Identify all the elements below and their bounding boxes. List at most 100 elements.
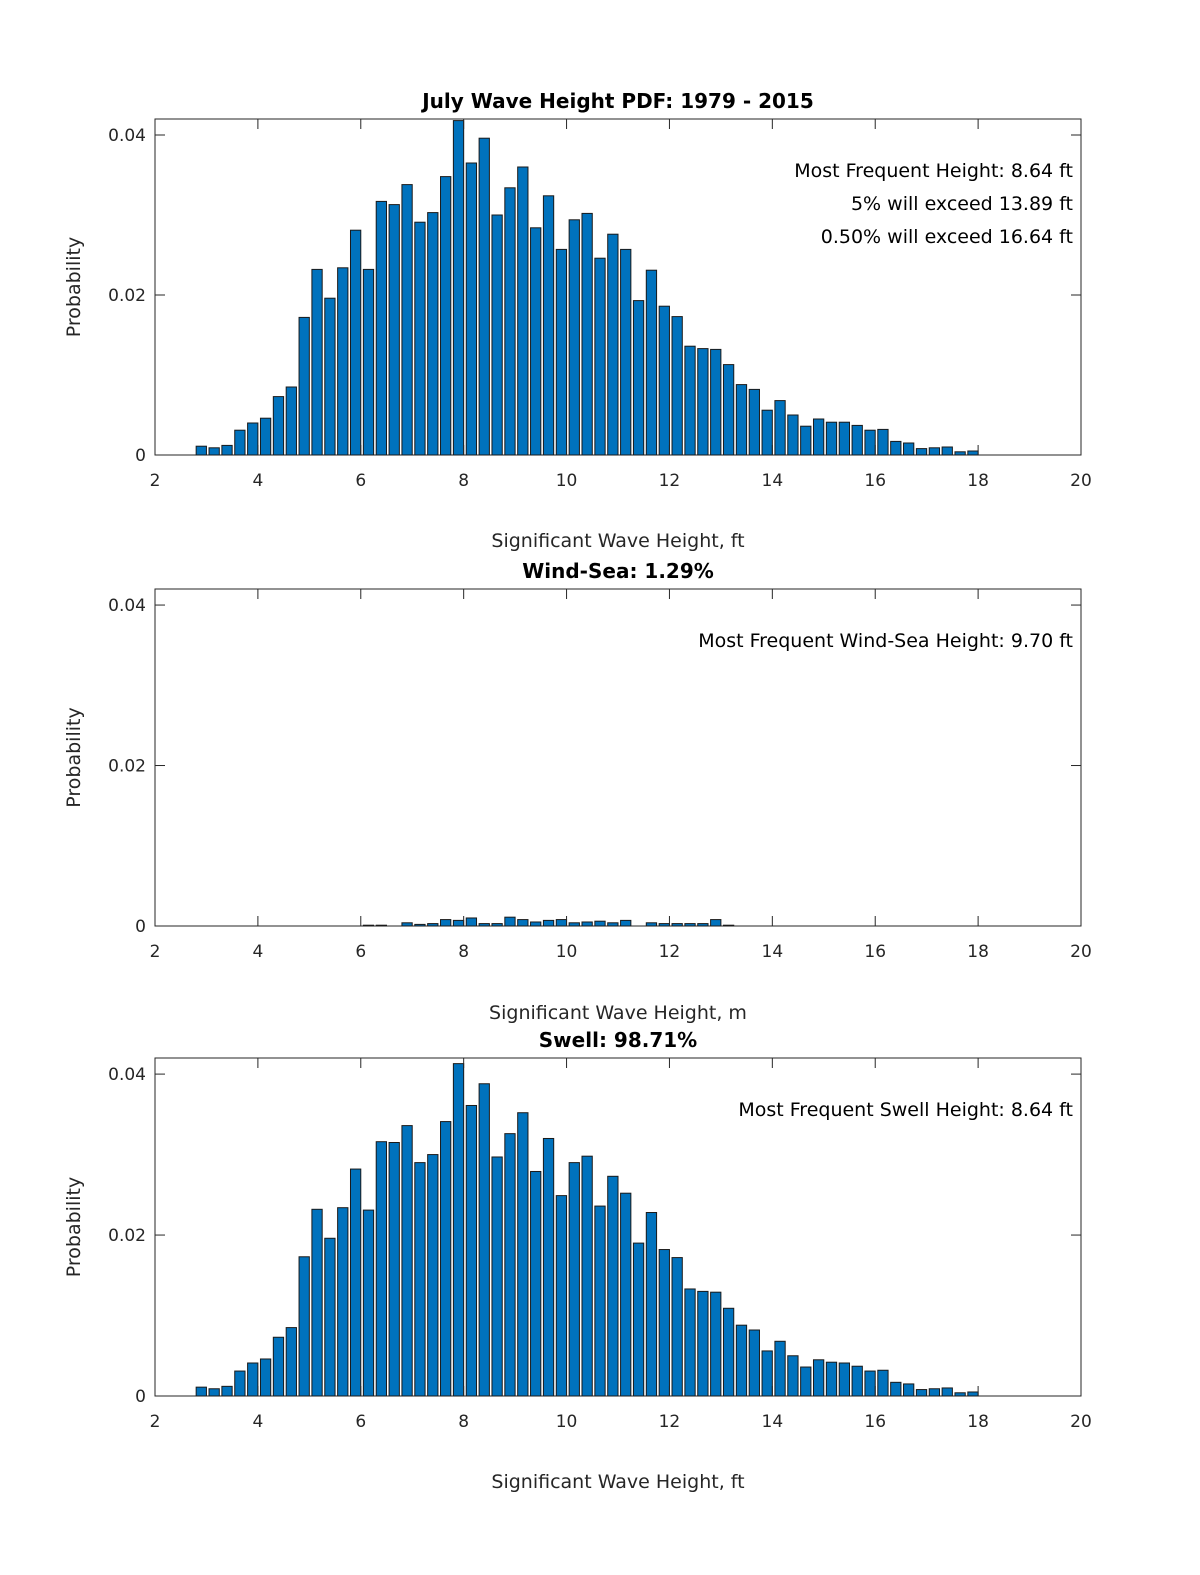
bar — [452, 919, 465, 927]
bar — [722, 924, 735, 927]
bar — [903, 1383, 915, 1397]
bar — [645, 1212, 658, 1397]
bar — [851, 424, 863, 456]
bar — [504, 916, 516, 927]
bar — [298, 316, 310, 456]
bar — [825, 1361, 838, 1397]
bar — [530, 921, 542, 927]
bar — [928, 1388, 941, 1397]
bar — [568, 1162, 580, 1397]
bar — [697, 348, 709, 456]
bar — [221, 444, 233, 456]
x-tick-label: 12 — [659, 1412, 681, 1432]
bar — [478, 923, 490, 927]
bar — [375, 924, 388, 927]
panel-1: 2 4 6 8 10 12 14 16 18 20 0 0.02 0.04 July Wave Heigh… — [63, 89, 1092, 552]
x-tick-label: 16 — [864, 942, 886, 962]
bar — [684, 923, 696, 927]
bar — [491, 923, 503, 927]
bar — [568, 219, 580, 456]
bar — [465, 1104, 478, 1397]
bar — [542, 919, 555, 927]
bar — [607, 922, 619, 927]
bar — [452, 120, 465, 456]
bar — [941, 446, 953, 456]
bar — [542, 195, 555, 456]
bar — [825, 421, 838, 456]
bar — [787, 1355, 799, 1397]
bar — [452, 1063, 465, 1397]
bar — [594, 257, 606, 456]
annotation: 0.50% will exceed 16.64 ft — [821, 226, 1073, 248]
annotation: Most Frequent Swell Height: 8.64 ft — [738, 1099, 1073, 1121]
bar — [375, 1141, 388, 1397]
bar — [748, 388, 760, 456]
panel-3: 2 4 6 8 10 12 14 16 18 20 0 0.02 0.04 Swell: 98.71% Si… — [63, 1028, 1092, 1493]
bar — [697, 923, 709, 927]
bar — [337, 267, 349, 456]
bar — [581, 1155, 593, 1397]
chart-title: July Wave Height PDF: 1979 - 2015 — [420, 89, 814, 113]
bar — [838, 421, 851, 456]
bar — [787, 414, 799, 456]
bar — [645, 269, 658, 456]
x-tick-label: 12 — [659, 471, 681, 491]
bar — [620, 1192, 632, 1397]
bar — [722, 364, 735, 456]
x-tick-label: 14 — [762, 1412, 784, 1432]
bar — [735, 1324, 748, 1397]
bar — [259, 1358, 272, 1397]
y-tick-label: 0 — [135, 917, 146, 937]
bar — [658, 923, 670, 927]
bar — [234, 1370, 246, 1397]
bar — [414, 1162, 426, 1397]
bar — [221, 1385, 233, 1397]
bar — [427, 1154, 439, 1397]
bar — [247, 422, 259, 456]
x-tick-label: 12 — [659, 942, 681, 962]
bar — [774, 400, 786, 456]
bar — [877, 1369, 889, 1397]
chart-title: Wind-Sea: 1.29% — [522, 559, 714, 583]
bar — [607, 233, 619, 456]
bar — [414, 221, 426, 456]
bar — [362, 924, 375, 927]
bar — [800, 425, 812, 456]
bar — [465, 162, 478, 456]
bar — [440, 176, 452, 456]
y-axis-label: Probability — [63, 237, 85, 337]
bar — [298, 1256, 310, 1397]
bar — [272, 396, 285, 456]
bar — [967, 450, 979, 456]
bar — [620, 248, 632, 456]
bar — [375, 200, 388, 456]
bar — [607, 1175, 619, 1397]
bar — [890, 1381, 902, 1397]
bar — [594, 920, 606, 927]
x-tick-label: 2 — [150, 942, 161, 962]
axes-frame — [154, 588, 1082, 927]
bar — [504, 1133, 516, 1397]
x-tick-label: 4 — [252, 942, 263, 962]
bar — [710, 348, 722, 456]
bar — [349, 229, 362, 456]
bar — [722, 1307, 735, 1397]
annotation: Most Frequent Height: 8.64 ft — [794, 160, 1073, 182]
bar — [774, 1340, 786, 1397]
bar — [658, 305, 670, 456]
x-tick-label: 8 — [458, 942, 469, 962]
bar — [440, 919, 452, 927]
bar — [491, 1156, 503, 1397]
x-tick-label: 10 — [556, 942, 578, 962]
bar — [414, 923, 426, 927]
bar — [812, 1359, 825, 1397]
bar — [748, 1329, 760, 1397]
bar — [362, 1209, 375, 1397]
bar — [208, 1388, 220, 1397]
bar — [478, 1083, 490, 1397]
y-tick-label: 0.02 — [108, 1226, 146, 1246]
bar — [427, 923, 439, 927]
bar — [941, 1387, 953, 1397]
y-tick-label: 0.04 — [108, 596, 146, 616]
bar — [864, 1370, 876, 1397]
